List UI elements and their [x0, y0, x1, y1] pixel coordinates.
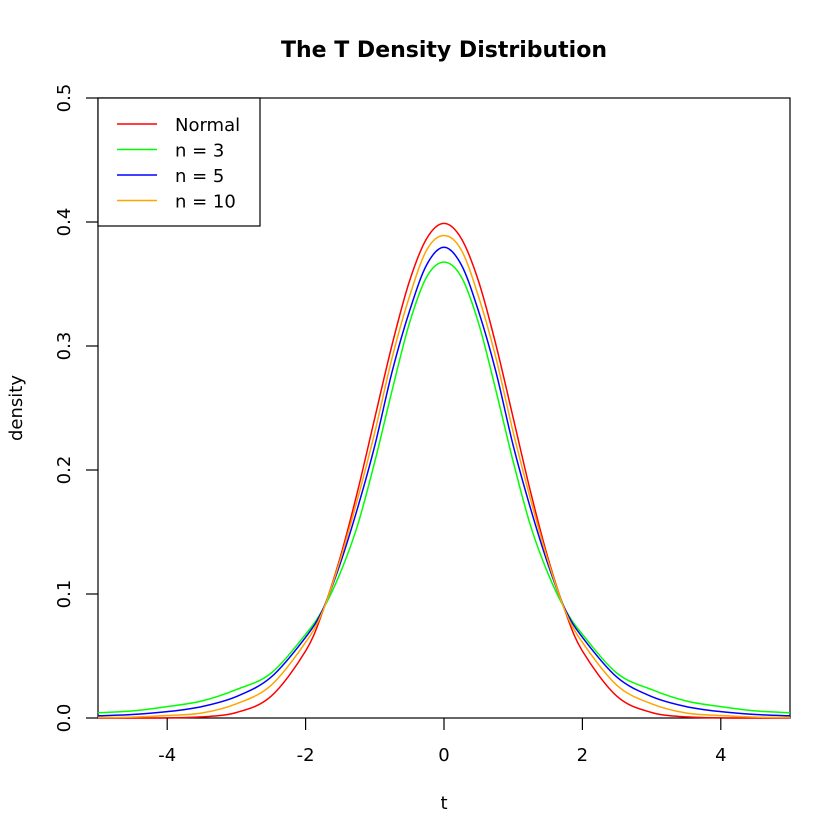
- legend: Normal n = 3 n = 5 n = 10: [97, 97, 261, 227]
- series-line-2: [97, 246, 791, 717]
- x-tick-label: 4: [715, 745, 726, 766]
- x-tick-label: -2: [297, 745, 315, 766]
- y-tick-label: 0.5: [54, 84, 75, 113]
- y-tick-label: 0.1: [54, 580, 75, 609]
- y-tick-label: 0.2: [54, 456, 75, 485]
- x-tick-label: 2: [577, 745, 588, 766]
- chart-title: The T Density Distribution: [281, 38, 607, 63]
- legend-label-0: Normal: [175, 115, 240, 136]
- y-tick-label: 0.4: [54, 208, 75, 237]
- x-tick-label: 0: [438, 745, 449, 766]
- y-axis: 0.0 0.1 0.2 0.3 0.4 0.5: [54, 84, 98, 733]
- x-axis-title: t: [440, 793, 447, 814]
- legend-label-1: n = 3: [175, 141, 224, 162]
- legend-label-2: n = 5: [175, 166, 224, 187]
- y-tick-label: 0.3: [54, 332, 75, 361]
- x-tick-label: -4: [158, 745, 176, 766]
- series-line-1: [97, 261, 791, 714]
- legend-label-3: n = 10: [175, 192, 236, 213]
- y-tick-label: 0.0: [54, 704, 75, 733]
- series-line-0: [97, 222, 791, 719]
- series-line-3: [97, 234, 791, 719]
- series-layer: [97, 222, 791, 719]
- legend-box: [97, 97, 261, 227]
- x-axis: -4 -2 0 2 4: [158, 718, 727, 766]
- y-axis-title: density: [6, 375, 27, 441]
